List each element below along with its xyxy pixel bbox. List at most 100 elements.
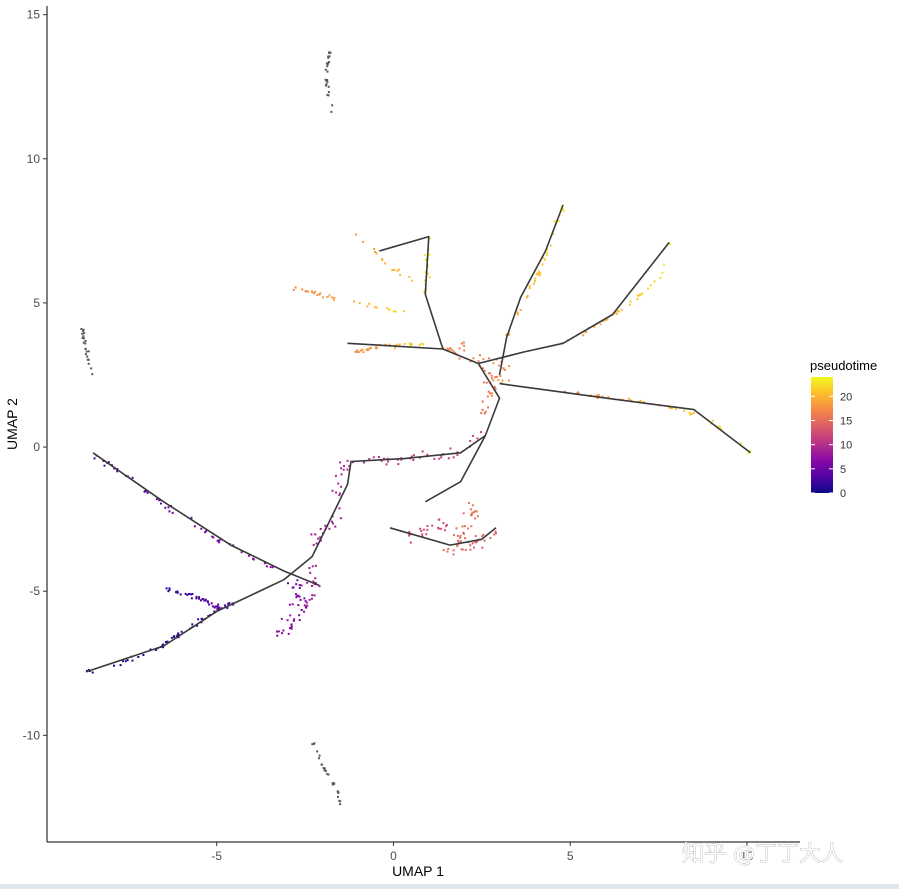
cell-point bbox=[423, 290, 426, 292]
cell-point bbox=[228, 602, 231, 605]
cell-point bbox=[397, 463, 400, 466]
cell-point bbox=[583, 330, 586, 333]
cell-point bbox=[248, 554, 251, 557]
unassigned-cell-point bbox=[332, 782, 335, 784]
x-axis-ticks: -5 0 5 10 bbox=[211, 842, 754, 863]
cell-point bbox=[472, 357, 475, 360]
cell-point bbox=[332, 298, 335, 301]
y-tick-label: 15 bbox=[27, 8, 41, 22]
cell-point bbox=[313, 594, 316, 597]
cell-point bbox=[489, 536, 492, 539]
cell-point bbox=[311, 291, 314, 294]
cell-point bbox=[420, 342, 423, 345]
cell-point bbox=[437, 526, 439, 529]
cell-point bbox=[739, 442, 742, 445]
cell-point bbox=[493, 533, 496, 536]
unassigned-cell-point bbox=[84, 342, 87, 345]
cell-point bbox=[369, 347, 371, 350]
cell-point bbox=[137, 656, 140, 658]
cell-point bbox=[542, 257, 545, 260]
cell-point bbox=[322, 296, 324, 299]
cell-point bbox=[474, 541, 477, 544]
cell-point bbox=[546, 251, 548, 254]
cell-point bbox=[219, 538, 222, 541]
cell-point bbox=[629, 300, 632, 303]
cell-point bbox=[298, 595, 301, 598]
cell-point bbox=[180, 630, 183, 633]
cell-point bbox=[494, 387, 497, 390]
cell-point bbox=[281, 632, 284, 635]
cell-point bbox=[473, 511, 476, 514]
x-tick-label: 0 bbox=[390, 849, 397, 863]
cell-point bbox=[526, 294, 529, 297]
cell-point bbox=[507, 334, 510, 337]
cell-point bbox=[487, 390, 490, 393]
cell-point bbox=[480, 431, 482, 434]
cell-point bbox=[313, 292, 315, 295]
cell-point bbox=[340, 485, 343, 488]
cell-point bbox=[366, 348, 369, 350]
cell-point bbox=[617, 310, 620, 313]
cell-point bbox=[292, 619, 295, 622]
cell-point bbox=[375, 346, 377, 349]
cell-point bbox=[474, 517, 477, 520]
cell-point bbox=[476, 540, 479, 543]
cell-point bbox=[604, 319, 607, 322]
unassigned-cell-point bbox=[316, 750, 319, 753]
cell-point bbox=[422, 528, 425, 531]
cell-point bbox=[472, 434, 474, 437]
cell-point bbox=[288, 603, 291, 606]
cell-point bbox=[582, 334, 584, 337]
cell-point bbox=[454, 351, 456, 354]
unassigned-cell-point bbox=[91, 373, 94, 376]
cell-point bbox=[403, 343, 406, 345]
cell-point bbox=[720, 427, 722, 430]
unassigned-cell-point bbox=[86, 355, 89, 358]
cell-point bbox=[319, 528, 322, 530]
legend: pseudotime 0 5 10 15 20 bbox=[810, 358, 877, 500]
cell-point bbox=[627, 397, 630, 400]
cell-point bbox=[155, 498, 158, 501]
cell-point bbox=[93, 457, 96, 460]
unassigned-cell-point bbox=[322, 767, 325, 769]
unassigned-cell-point bbox=[84, 339, 87, 342]
cell-point bbox=[446, 550, 449, 553]
cell-point bbox=[525, 296, 528, 299]
cell-point bbox=[202, 598, 205, 601]
cell-point bbox=[447, 547, 450, 550]
y-tick-label: 10 bbox=[27, 152, 41, 166]
cell-point bbox=[452, 534, 455, 537]
cell-point bbox=[499, 375, 502, 377]
cell-point bbox=[311, 594, 314, 597]
cell-point bbox=[383, 457, 385, 460]
cell-point bbox=[170, 636, 173, 639]
cell-point bbox=[639, 293, 642, 296]
cell-point bbox=[408, 534, 411, 537]
cell-point bbox=[296, 579, 299, 582]
cell-point bbox=[683, 409, 686, 412]
cell-point bbox=[418, 344, 421, 347]
cell-point bbox=[212, 536, 215, 539]
cell-point bbox=[176, 590, 179, 593]
cell-point bbox=[87, 669, 90, 672]
cell-point bbox=[290, 627, 293, 630]
cell-point bbox=[462, 532, 465, 535]
unassigned-cell-point bbox=[326, 70, 329, 73]
legend-tick-label: 0 bbox=[840, 488, 846, 500]
cell-point bbox=[207, 601, 209, 604]
trajectory-path bbox=[498, 204, 564, 376]
cell-point bbox=[393, 269, 396, 272]
legend-title: pseudotime bbox=[810, 358, 877, 373]
cell-point bbox=[544, 258, 546, 261]
cell-point bbox=[317, 537, 320, 540]
cell-point bbox=[293, 618, 296, 621]
cell-point bbox=[335, 491, 338, 494]
legend-tick-label: 20 bbox=[840, 391, 852, 403]
cell-point bbox=[318, 585, 321, 588]
unassigned-cell-point bbox=[85, 353, 87, 356]
cell-point bbox=[596, 397, 599, 400]
cell-point bbox=[216, 539, 219, 542]
cell-point bbox=[481, 400, 484, 403]
cell-point bbox=[507, 332, 510, 335]
cell-point bbox=[200, 527, 203, 530]
